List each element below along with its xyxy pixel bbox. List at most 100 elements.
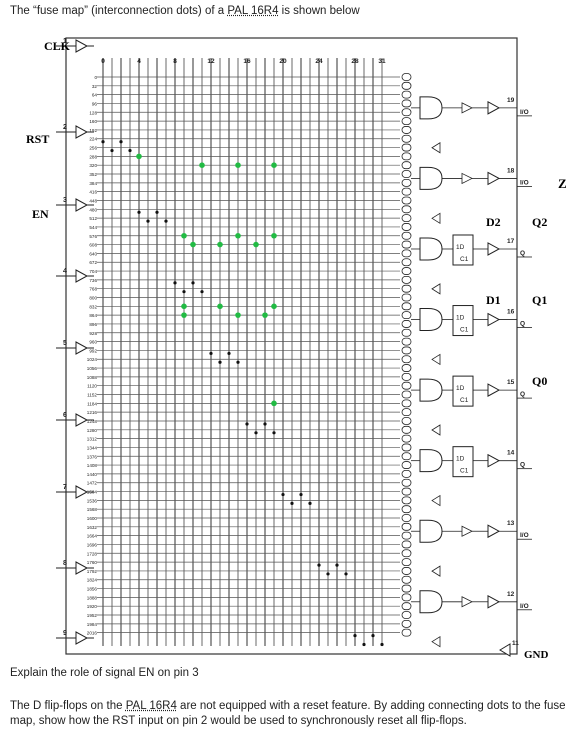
fuse-dot — [128, 148, 132, 153]
and-gate-cell — [401, 214, 412, 223]
added-connection-dot — [217, 241, 223, 248]
row-number: 1664 — [87, 534, 98, 539]
row-number: 512 — [89, 216, 97, 221]
fuse-dot — [335, 563, 339, 567]
input-pin-number: 9 — [63, 630, 67, 637]
row-number: 96 — [92, 101, 98, 106]
column-number: 24 — [315, 58, 323, 65]
and-gate-cell — [401, 328, 412, 337]
and-gate-cell — [401, 90, 412, 99]
input-pin-number: 8 — [63, 560, 67, 567]
added-connection-dot — [262, 312, 268, 318]
enable-buffer — [431, 212, 441, 225]
and-gate-cell — [401, 284, 412, 293]
row-number: 1408 — [87, 463, 98, 468]
fuse-dot — [164, 219, 168, 223]
added-connection-dot — [217, 303, 223, 310]
and-gate-cell — [401, 469, 412, 478]
rst-label: RST — [26, 132, 49, 146]
and-gate-cell — [401, 99, 412, 108]
and-gate-cell — [401, 187, 412, 196]
fuse-dot — [326, 572, 330, 576]
dff-d-label: 1D — [456, 244, 465, 251]
row-number: 1056 — [87, 366, 98, 371]
column-number: 12 — [207, 58, 215, 65]
output-driver — [487, 171, 501, 186]
and-gate-cell — [401, 143, 412, 152]
fuse-dot — [236, 360, 240, 364]
row-number: 1248 — [87, 419, 98, 424]
and-gate-cell — [401, 558, 412, 566]
and-gate-cell — [401, 593, 412, 602]
fuse-dot — [218, 360, 222, 364]
and-gate-cell — [401, 619, 412, 628]
input-pin-number: 1 — [63, 38, 67, 45]
fuse-dot — [137, 210, 141, 214]
output-pin-label: Q — [520, 321, 525, 328]
d-flip-flop — [452, 375, 474, 407]
row-number: 1792 — [87, 569, 98, 574]
fuse-dot — [119, 140, 123, 144]
q1-label: Q1 — [532, 293, 547, 307]
output-buffer — [461, 525, 473, 537]
row-number: 1120 — [87, 384, 97, 389]
enable-buffer — [431, 494, 441, 507]
row-number: 1824 — [87, 578, 98, 583]
d1-label: D1 — [486, 293, 501, 307]
and-gate-cell — [401, 417, 412, 425]
row-number: 480 — [89, 207, 97, 212]
output-driver — [487, 312, 501, 327]
fuse-dot — [308, 501, 312, 505]
row-number: 1184 — [87, 401, 97, 406]
and-gate-cell — [401, 425, 412, 434]
output-pin-number: 19 — [507, 97, 515, 104]
input-pin-number: 3 — [63, 197, 67, 204]
and-gate-cell — [401, 364, 412, 372]
and-gate-cell — [401, 320, 412, 328]
dff-c-label: C1 — [460, 468, 469, 475]
fuse-dot — [254, 431, 258, 435]
row-number: 736 — [89, 278, 97, 283]
input-buffers: 1 2 3 4 5 6 7 8 9 — [56, 38, 94, 645]
row-number: 352 — [89, 172, 97, 177]
fuse-dot — [110, 148, 114, 153]
row-number: 1088 — [87, 375, 98, 380]
dff-c-label: C1 — [460, 256, 469, 263]
input-buffer-triangle — [75, 125, 89, 139]
or-gate — [419, 449, 443, 473]
input-buffer-triangle — [75, 198, 89, 212]
fuse-dot — [101, 140, 105, 144]
row-number: 448 — [89, 198, 97, 203]
q2-label: Q2 — [532, 215, 547, 229]
row-number: 864 — [89, 313, 97, 318]
and-gate-cell — [401, 540, 412, 549]
pal-fuse-map-diagram: 0 4 8 12 16 20 24 28 31 032649612816019222425628… — [26, 37, 567, 661]
or-gate — [419, 96, 443, 120]
and-gate-cell — [401, 249, 412, 258]
added-connection-dot — [181, 312, 187, 318]
dff-c-label: C1 — [460, 327, 469, 334]
fuse-dot — [173, 281, 177, 285]
input-buffer-triangle — [75, 485, 89, 499]
input-pin-number: 7 — [63, 484, 67, 491]
output-section: 19 I/O 18 I/O 1D C1 17 Q 1D C1 16 Q 1D C1 15 Q 1D C1 14 Q 13… — [442, 97, 532, 657]
row-number: 1632 — [87, 525, 98, 530]
row-number: 1344 — [87, 445, 98, 450]
row-number: 1952 — [87, 613, 98, 618]
and-gate-cell — [401, 134, 412, 143]
and-gate-cell — [401, 602, 412, 611]
fuse-dot — [209, 351, 213, 356]
and-gate-cell — [401, 452, 412, 461]
output-pin-label: I/O — [520, 532, 529, 539]
output-pin-number: 13 — [507, 520, 515, 527]
clk-label: CLK — [44, 39, 71, 53]
row-number: 1760 — [87, 560, 98, 565]
row-number: 992 — [89, 348, 97, 353]
device-outline — [65, 37, 518, 655]
q0-label: Q0 — [532, 374, 547, 388]
added-connection-dot — [271, 400, 277, 407]
fuse-dot — [371, 634, 375, 638]
fuse-dot — [182, 290, 186, 294]
d-flip-flop — [452, 446, 474, 478]
row-number: 384 — [89, 181, 97, 186]
